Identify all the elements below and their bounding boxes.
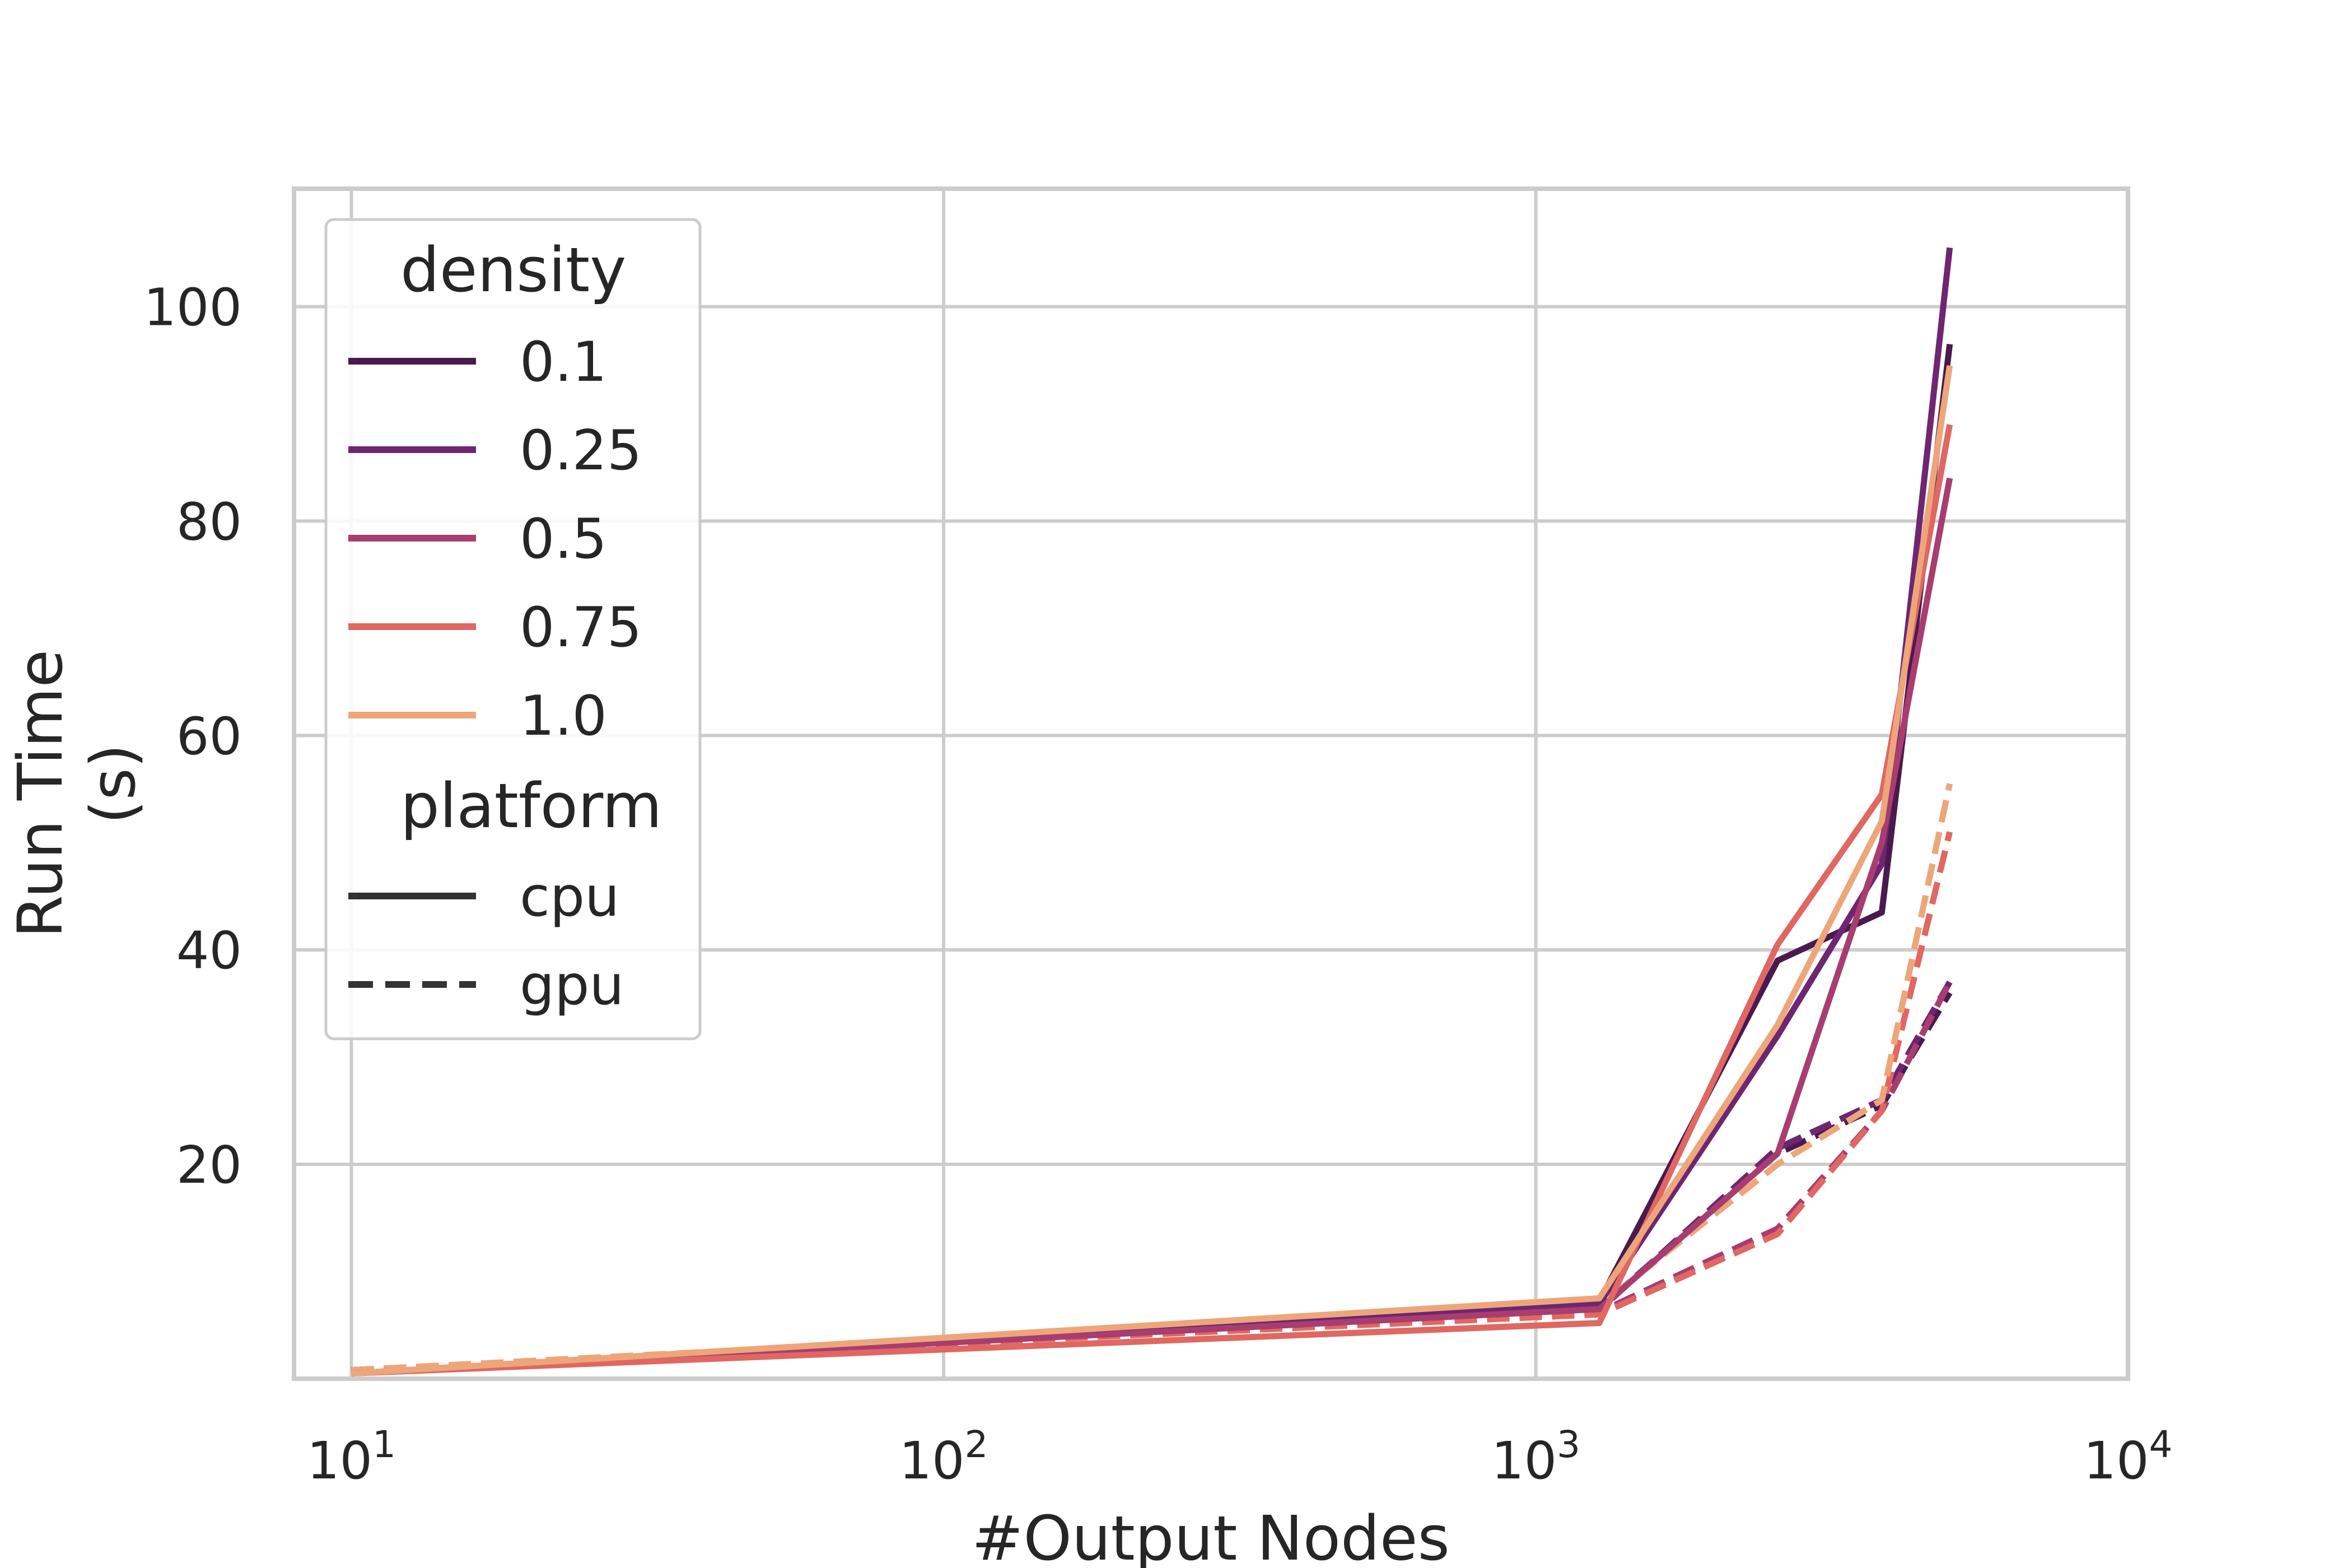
plot-series bbox=[351, 247, 1953, 1376]
x-tick-base: 10 bbox=[307, 1431, 372, 1491]
legend: density 0.1 0.25 0.5 0.75 1.0 platform cpu gpu bbox=[324, 218, 702, 1040]
x-tick-exponent: 2 bbox=[965, 1423, 988, 1466]
legend-label: 0.75 bbox=[520, 596, 642, 660]
x-tick-base: 10 bbox=[1491, 1431, 1557, 1491]
x-tick-label: 104 bbox=[2083, 1423, 2172, 1491]
x-tick-labels: 101 102 103 104 bbox=[307, 1423, 2173, 1491]
x-tick-base: 10 bbox=[2083, 1431, 2149, 1491]
x-tick-label: 102 bbox=[899, 1423, 988, 1491]
series-line-cpu-1_0 bbox=[351, 365, 1953, 1376]
y-tick-labels: 20 40 60 80 100 bbox=[143, 278, 242, 1196]
series-line-cpu-0_5 bbox=[351, 477, 1953, 1376]
x-tick-exponent: 4 bbox=[2149, 1423, 2173, 1466]
legend-box bbox=[324, 218, 702, 1040]
plot-frame bbox=[292, 186, 2130, 1381]
legend-title-density: density bbox=[400, 234, 626, 306]
legend-label: 1.0 bbox=[520, 684, 607, 748]
x-tick-label: 103 bbox=[1491, 1423, 1580, 1491]
legend-label: cpu bbox=[520, 865, 619, 929]
legend-label: 0.5 bbox=[520, 507, 607, 571]
x-tick-base: 10 bbox=[899, 1431, 964, 1491]
legend-label: 0.1 bbox=[520, 330, 607, 394]
x-tick-exponent: 3 bbox=[1557, 1423, 1580, 1466]
y-axis-label-line1: Run Time bbox=[4, 650, 76, 938]
y-tick-label: 100 bbox=[143, 278, 242, 338]
y-tick-label: 80 bbox=[176, 492, 242, 552]
x-tick-label: 101 bbox=[307, 1423, 396, 1491]
y-tick-label: 40 bbox=[176, 921, 242, 981]
y-axis-label: Run Time (s) bbox=[4, 630, 149, 938]
legend-label: gpu bbox=[520, 954, 624, 1018]
y-tick-label: 20 bbox=[176, 1135, 242, 1195]
y-tick-label: 60 bbox=[176, 706, 242, 766]
legend-label: 0.25 bbox=[520, 419, 642, 483]
legend-title-platform: platform bbox=[400, 770, 662, 842]
x-tick-exponent: 1 bbox=[372, 1423, 396, 1466]
y-axis-label-line2: (s) bbox=[77, 744, 149, 824]
x-axis-label: #Output Nodes bbox=[972, 1502, 1450, 1568]
